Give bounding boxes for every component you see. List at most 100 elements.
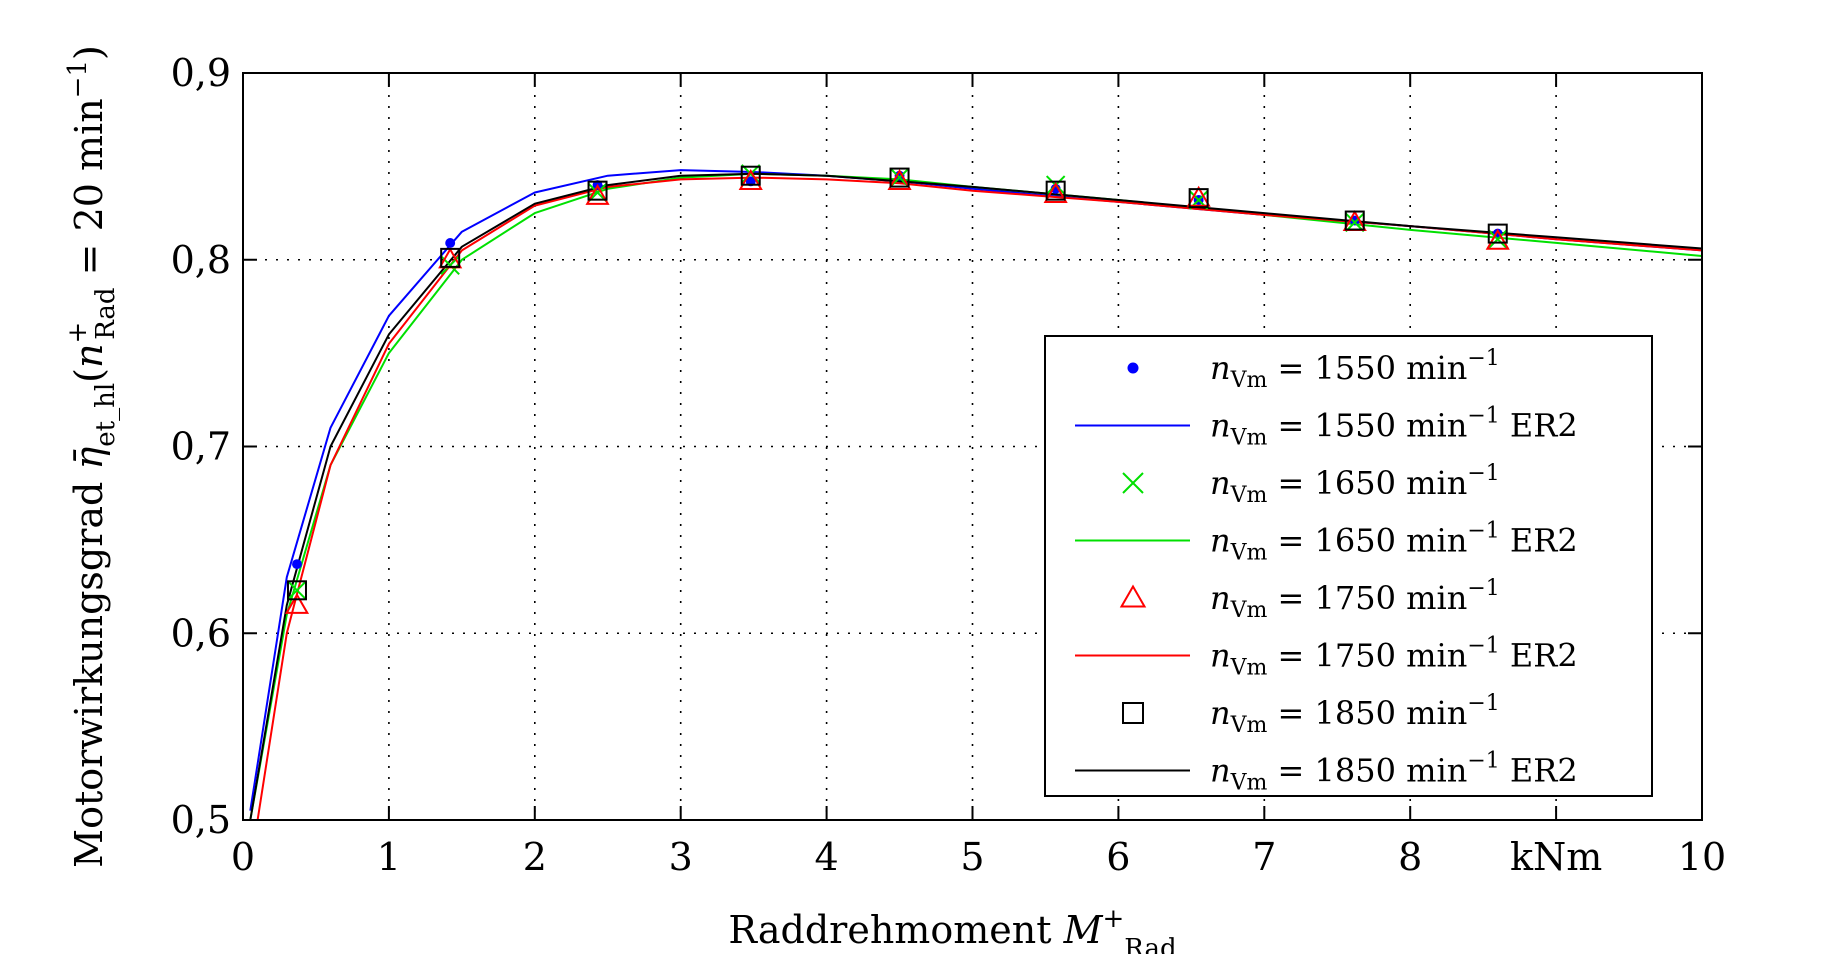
x-axis-title-symbol: M: [1063, 908, 1104, 952]
data-point: [292, 559, 302, 570]
x-tick-label: 1: [377, 835, 401, 879]
legend-label-exp: −1: [1467, 634, 1499, 659]
x-tick-labels: 0 1 2 3 4 5 6 7 8 kNm 10: [231, 835, 1726, 879]
x-tick-label: 8: [1398, 835, 1422, 879]
data-point: [1485, 228, 1510, 250]
y-tick-label: 0,7: [171, 425, 231, 469]
x-tick-label: 3: [669, 835, 693, 879]
series-line: [249, 172, 1703, 821]
grid: [243, 73, 1702, 820]
y-tick-label: 0,9: [171, 51, 231, 95]
x-tick-label: 6: [1106, 835, 1130, 879]
axis-ticks: [242, 72, 1703, 821]
data-point: [286, 580, 307, 601]
legend-label-symbol: n: [1210, 694, 1231, 732]
legend-label-sub: Vm: [1230, 368, 1268, 393]
legend-marker: [1119, 584, 1147, 608]
legend-label-symbol: n: [1210, 579, 1231, 617]
legend-label-symbol: n: [1210, 407, 1231, 445]
legend-label-sub: Vm: [1230, 483, 1268, 508]
y-axis-title-paren-close: ): [67, 45, 111, 60]
legend-marker: [1122, 702, 1144, 724]
legend-label-exp: −1: [1467, 749, 1499, 774]
legend-label: nVm = 1850 min−1: [1210, 691, 1500, 738]
legend-label-exp: −1: [1467, 691, 1499, 716]
legend-label: nVm = 1750 min−1: [1210, 576, 1500, 623]
y-axis-title-n-sub: Rad: [91, 287, 121, 339]
legend-label: nVm = 1650 min−1 ER2: [1210, 519, 1578, 566]
y-tick-label: 0,5: [171, 798, 231, 842]
x-tick-label: 7: [1252, 835, 1276, 879]
legend-label: nVm = 1550 min−1: [1210, 346, 1500, 393]
legend-label: nVm = 1650 min−1: [1210, 461, 1500, 508]
series-markers: [284, 164, 1510, 614]
x-axis-title-main: Raddrehmoment: [728, 908, 1063, 952]
legend-label-symbol: n: [1210, 522, 1231, 560]
y-tick-label: 0,8: [171, 238, 231, 282]
x-tick-label: 10: [1678, 835, 1726, 879]
data-point: [587, 180, 608, 201]
data-point: [889, 167, 910, 188]
legend-label-symbol: n: [1210, 637, 1231, 675]
data-point: [1045, 180, 1066, 201]
legend-marker: [1122, 472, 1144, 494]
legend-label-symbol: n: [1210, 349, 1231, 387]
x-tick-label: 0: [231, 835, 255, 879]
legend-label-sub: Vm: [1230, 541, 1268, 566]
y-tick-labels: 0,5 0,6 0,7 0,8 0,9: [171, 51, 231, 842]
data-point: [287, 580, 307, 601]
data-point: [585, 183, 610, 205]
legend-label-mid: = 1650 min: [1267, 522, 1467, 560]
legend-label-suffix: ER2: [1500, 522, 1578, 560]
legend-label-suffix: ER2: [1500, 637, 1578, 675]
data-point: [1345, 212, 1365, 233]
data-point: [445, 237, 456, 248]
y-axis-title-sub: et_hl: [91, 383, 121, 447]
legend-label-exp: −1: [1467, 346, 1499, 371]
y-axis-title-symbol: η̄: [67, 447, 111, 470]
data-point: [1043, 182, 1068, 204]
x-tick-label: 4: [815, 835, 839, 879]
y-axis-title-rest: = 20 min: [67, 98, 111, 287]
legend-label-sub: Vm: [1230, 713, 1268, 738]
legend-label-mid: = 1850 min: [1267, 752, 1467, 790]
legend-label-mid: = 1550 min: [1267, 407, 1467, 445]
data-point: [889, 167, 910, 188]
legend-label-exp: −1: [1467, 576, 1499, 601]
data-point: [894, 170, 905, 181]
legend-label-symbol: n: [1210, 752, 1231, 790]
data-point: [440, 247, 461, 268]
legend-label-mid: = 1750 min: [1267, 579, 1467, 617]
legend-label-sub: Vm: [1230, 426, 1268, 451]
legend-label-mid: = 1650 min: [1267, 464, 1467, 502]
legend-label-exp: −1: [1467, 404, 1499, 429]
legend-label-exp: −1: [1467, 461, 1499, 486]
data-point: [887, 168, 912, 190]
data-point: [1344, 210, 1365, 231]
x-tick-label: 5: [960, 835, 984, 879]
y-axis-title-main: Motorwirkungsgrad: [67, 470, 111, 868]
y-axis-title-n: n: [67, 344, 111, 368]
x-axis-title-sup: +: [1102, 904, 1124, 934]
legend-label-mid: = 1850 min: [1267, 694, 1467, 732]
data-point: [1186, 185, 1211, 207]
legend-label-mid: = 1750 min: [1267, 637, 1467, 675]
legend-label-mid: = 1550 min: [1267, 349, 1467, 387]
data-point: [587, 182, 608, 203]
y-tick-label: 0,6: [171, 611, 231, 655]
legend-label: nVm = 1750 min−1 ER2: [1210, 634, 1578, 681]
x-tick-label: 2: [523, 835, 547, 879]
legend-label-symbol: n: [1210, 464, 1231, 502]
y-axis-title-exp: −1: [63, 60, 93, 98]
x-axis-title: Raddrehmoment M+Rad: [728, 904, 1176, 954]
legend-label-sub: Vm: [1230, 771, 1268, 796]
legend-label: nVm = 1850 min−1 ER2: [1210, 749, 1578, 796]
x-tick-label: kNm: [1510, 835, 1602, 879]
data-point: [1188, 188, 1209, 209]
legend-label-suffix: ER2: [1500, 752, 1578, 790]
legend-label-sub: Vm: [1230, 598, 1268, 623]
legend-box: [1044, 335, 1653, 797]
